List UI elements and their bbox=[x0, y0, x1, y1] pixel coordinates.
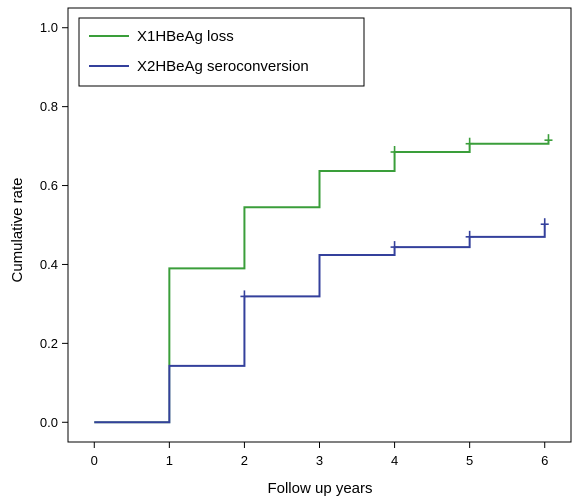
censor-mark bbox=[465, 137, 474, 147]
y-tick-label: 0.8 bbox=[40, 99, 58, 114]
censor-mark bbox=[544, 134, 553, 144]
series-2 bbox=[94, 218, 549, 424]
series-1 bbox=[94, 134, 553, 424]
censor-mark bbox=[465, 230, 474, 240]
x-tick-label: 4 bbox=[391, 453, 398, 468]
y-tick-label: 1.0 bbox=[40, 20, 58, 35]
censor-mark bbox=[390, 241, 399, 251]
series-line bbox=[94, 140, 550, 424]
x-axis-title: Follow up years bbox=[267, 480, 372, 497]
y-tick-label: 0.4 bbox=[40, 257, 58, 272]
x-tick-label: 6 bbox=[541, 453, 548, 468]
y-axis: 0.0 0.2 0.4 0.6 0.8 1.0 bbox=[40, 20, 68, 430]
x-tick-label: 3 bbox=[316, 453, 323, 468]
censor-mark bbox=[390, 146, 399, 156]
legend-item: X2HBeAg seroconversion bbox=[89, 58, 309, 75]
legend-label: X1HBeAg loss bbox=[137, 28, 234, 45]
legend-label: X2HBeAg seroconversion bbox=[137, 58, 309, 75]
y-tick-label: 0.0 bbox=[40, 415, 58, 430]
censor-mark bbox=[540, 218, 549, 228]
y-tick-label: 0.6 bbox=[40, 178, 58, 193]
legend-box bbox=[78, 17, 365, 87]
x-axis: 0 1 2 3 4 5 6 bbox=[91, 442, 548, 468]
legend: X1HBeAg loss X2HBeAg seroconversion bbox=[78, 17, 365, 87]
x-tick-label: 1 bbox=[166, 453, 173, 468]
legend-item: X1HBeAg loss bbox=[89, 28, 234, 45]
y-axis-title: Cumulative rate bbox=[9, 177, 26, 282]
x-tick-label: 2 bbox=[241, 453, 248, 468]
censor-mark bbox=[240, 290, 249, 300]
y-tick-label: 0.2 bbox=[40, 336, 58, 351]
series-line bbox=[94, 224, 546, 424]
x-tick-label: 0 bbox=[91, 453, 98, 468]
x-tick-label: 5 bbox=[466, 453, 473, 468]
series-layer bbox=[94, 134, 553, 424]
